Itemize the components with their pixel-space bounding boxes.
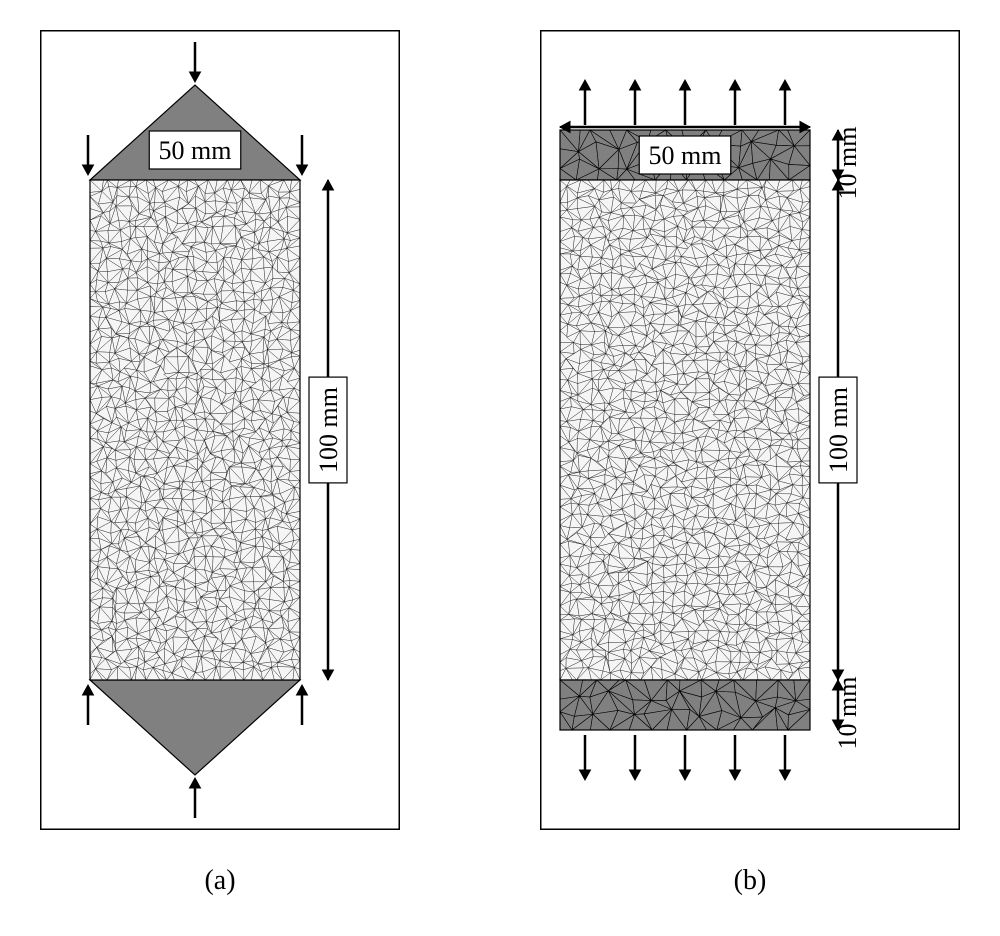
svg-text:10 mm: 10 mm [833,677,862,750]
svg-text:50 mm: 50 mm [159,136,232,165]
svg-text:100 mm: 100 mm [314,387,343,473]
svg-text:50 mm: 50 mm [649,141,722,170]
svg-text:100 mm: 100 mm [824,387,853,473]
panel-a-svg: 50 mm 100 mm [40,30,400,830]
caption-b: (b) [540,865,960,897]
panel-b: 50 mm10 mm100 mm10 mm (b) [540,30,960,897]
panel-a: 50 mm 100 mm (a) [40,30,400,897]
caption-a: (a) [40,865,400,897]
panel-b-svg: 50 mm10 mm100 mm10 mm [540,30,960,830]
